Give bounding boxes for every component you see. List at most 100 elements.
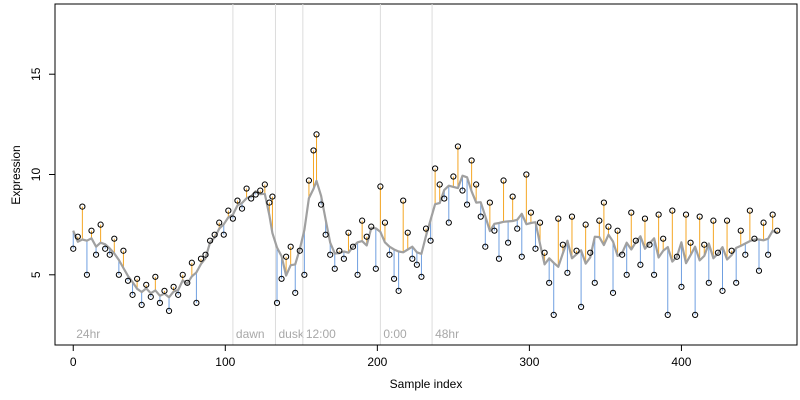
data-point: [70, 245, 77, 252]
data-point: [719, 287, 726, 294]
data-point: [292, 289, 299, 296]
data-point: [220, 231, 227, 238]
data-points: [70, 131, 781, 319]
data-point: [605, 223, 612, 230]
data-point: [609, 289, 617, 296]
data-point: [165, 307, 173, 314]
data-point: [88, 227, 95, 234]
data-point: [400, 197, 407, 204]
data-point: [340, 255, 347, 262]
data-point: [354, 271, 361, 278]
data-point: [79, 203, 86, 210]
y-tick-label: 10: [29, 168, 43, 182]
data-point: [418, 273, 425, 280]
data-point: [450, 173, 457, 180]
data-point: [243, 185, 250, 192]
data-point: [266, 199, 273, 206]
data-point: [161, 287, 168, 294]
data-point: [395, 287, 402, 294]
data-point: [248, 195, 255, 202]
data-point: [482, 243, 489, 250]
data-point: [468, 157, 475, 164]
data-point: [152, 273, 159, 280]
data-point: [147, 293, 154, 300]
data-point: [705, 279, 712, 286]
data-point: [138, 301, 145, 308]
data-point: [769, 211, 776, 218]
data-point: [404, 229, 411, 236]
residual-segments: [72, 134, 778, 315]
data-point: [305, 177, 313, 184]
data-point: [111, 235, 118, 242]
phase-label: 48hr: [435, 327, 459, 341]
data-point: [327, 251, 334, 258]
data-point: [596, 217, 603, 224]
data-point: [760, 219, 767, 226]
data-point: [682, 211, 690, 218]
data-point: [345, 229, 352, 236]
data-point: [252, 191, 259, 198]
data-point: [206, 237, 214, 244]
data-point: [390, 275, 398, 282]
data-point: [723, 217, 731, 224]
data-point: [486, 199, 493, 206]
data-point: [278, 275, 285, 282]
fit-line-group: [72, 174, 778, 299]
data-point: [238, 205, 246, 212]
data-point: [614, 227, 621, 234]
data-point: [673, 253, 680, 260]
data-point: [273, 299, 281, 306]
data-point: [555, 215, 562, 222]
x-tick-label: 300: [519, 355, 539, 369]
data-point: [445, 219, 452, 226]
data-point: [459, 187, 466, 194]
data-point: [432, 165, 439, 172]
data-point: [97, 221, 104, 228]
data-point: [765, 251, 772, 258]
data-point: [129, 291, 136, 298]
data-point: [568, 213, 576, 220]
data-point: [413, 261, 420, 268]
data-point: [591, 279, 598, 286]
data-point: [454, 143, 462, 150]
phase-markers: 24hr dawn dusk 12:00 0:00 48hr: [76, 4, 459, 345]
data-point: [211, 231, 218, 238]
phase-label: 12:00: [306, 327, 336, 341]
data-point: [317, 201, 325, 208]
data-point: [687, 239, 694, 246]
data-point: [313, 131, 320, 138]
data-point: [368, 223, 375, 230]
data-point: [751, 235, 758, 242]
x-tick-label: 100: [215, 355, 235, 369]
y-axis-label: Expression: [9, 145, 23, 204]
data-point: [74, 233, 81, 240]
data-point: [134, 275, 141, 282]
data-point: [518, 253, 525, 260]
data-point: [546, 279, 553, 286]
y-axis: 5 10 15: [29, 67, 56, 278]
data-point: [701, 241, 708, 248]
data-point: [477, 213, 484, 220]
data-point: [359, 217, 366, 224]
data-point: [463, 201, 471, 208]
data-point: [514, 225, 521, 232]
phase-label: 24hr: [76, 327, 100, 341]
phase-label: dawn: [236, 327, 265, 341]
data-point: [619, 251, 626, 258]
data-point: [422, 225, 430, 232]
data-point: [257, 187, 264, 194]
data-point: [261, 181, 268, 188]
data-point: [349, 243, 357, 250]
data-point: [331, 265, 338, 272]
data-point: [541, 249, 548, 256]
y-tick-label: 5: [29, 271, 43, 278]
data-point: [746, 207, 753, 214]
data-point: [559, 241, 566, 248]
data-point: [175, 291, 182, 298]
x-axis: 0 100 200 300 400: [70, 344, 692, 369]
data-point: [436, 181, 443, 188]
data-point: [106, 251, 113, 258]
data-point: [755, 267, 763, 274]
data-point: [637, 261, 644, 268]
data-point: [655, 211, 662, 218]
